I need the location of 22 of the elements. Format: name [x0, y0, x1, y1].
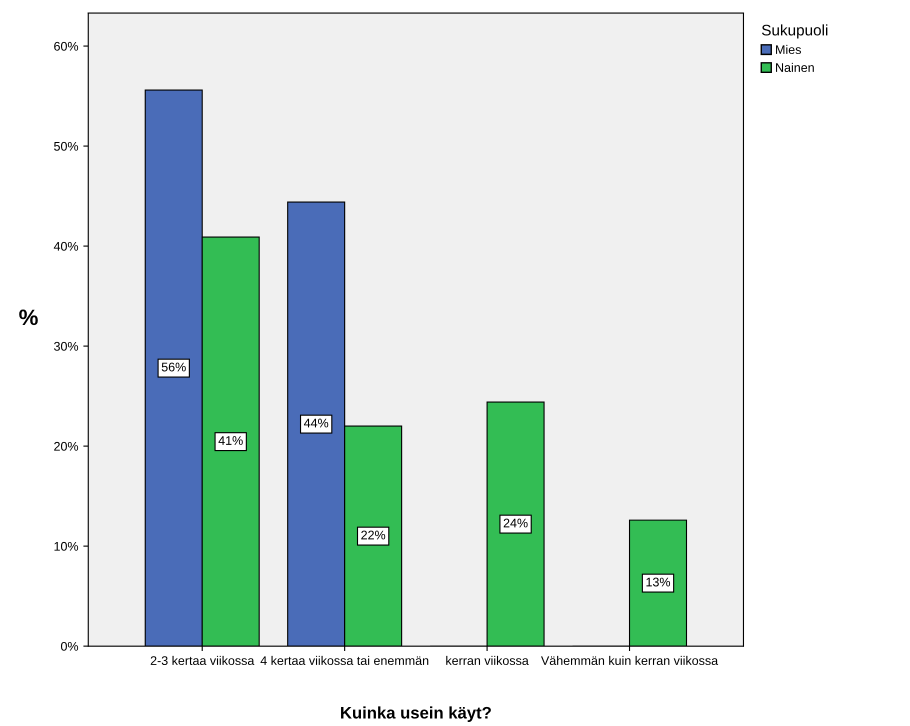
legend-label: Nainen [776, 62, 814, 72]
y-tick-label: 10% [54, 542, 78, 551]
y-tick-label: 40% [54, 242, 78, 251]
data-label: 13% [646, 578, 670, 586]
data-label: 41% [218, 436, 243, 445]
y-tick-label: 0% [60, 642, 78, 651]
y-axis-title: % [19, 310, 38, 326]
data-label: 56% [162, 362, 186, 372]
legend-label: Mies [776, 44, 801, 54]
x-tick-label: 2-3 kertaa viikossa [150, 656, 254, 666]
data-label: 24% [504, 518, 528, 528]
y-tick-label: 30% [54, 342, 78, 351]
y-tick-label: 50% [54, 142, 78, 151]
x-tick-label: 4 kertaa viikossa tai enemmän [260, 656, 428, 666]
x-tick-label: kerran viikossa [446, 656, 529, 666]
y-tick-label: 20% [54, 442, 78, 451]
data-label: 44% [304, 418, 328, 428]
y-tick-label: 60% [54, 42, 78, 51]
x-axis-title: Kuinka usein käyt? [341, 706, 491, 722]
data-label: 22% [361, 530, 386, 540]
x-tick-label: Vähemmän kuin kerran viikossa [541, 656, 718, 666]
legend-title: Sukupuoli [762, 24, 828, 39]
